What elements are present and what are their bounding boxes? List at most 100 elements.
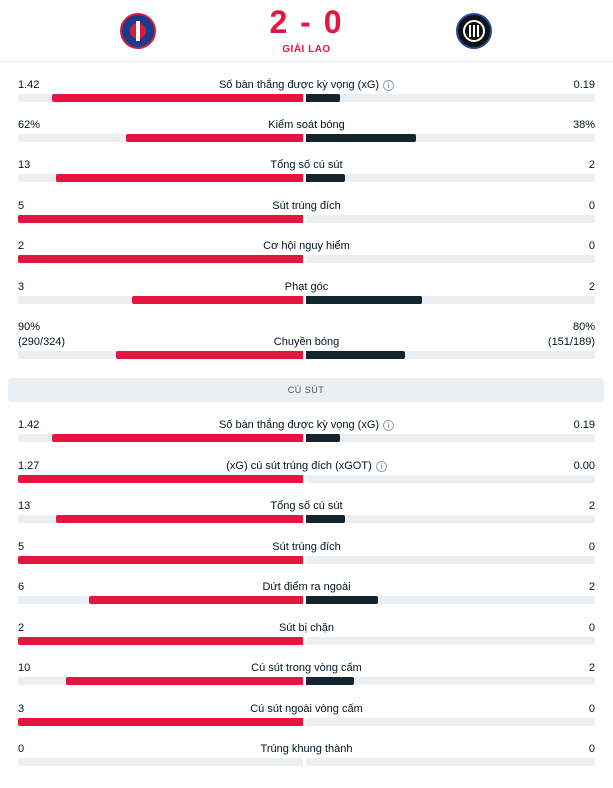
info-icon[interactable]: i xyxy=(383,420,395,431)
home-bar-track xyxy=(18,134,303,142)
away-value: 0 xyxy=(588,541,595,553)
home-bar-fill xyxy=(51,94,303,102)
away-bar-track xyxy=(306,134,595,142)
stat-label-text: Số bàn thắng được kỳ vọng (xG) xyxy=(218,419,380,431)
stat-label-text: Cơ hội nguy hiểm xyxy=(263,240,350,252)
stat-row: 5 Sút trúng đích 0 xyxy=(0,199,613,231)
stat-row: 2 Sút bị chặn 0 xyxy=(0,621,613,653)
stat-label: (xG) cú sút trúng đích (xGOT) i xyxy=(0,459,613,473)
stat-label-text: Dứt điểm ra ngoài xyxy=(262,581,351,593)
stat-label: Dứt điểm ra ngoài xyxy=(0,580,613,594)
home-value: 2 xyxy=(18,622,25,634)
away-bar-fill xyxy=(306,596,379,604)
stat-row: 1.27 (xG) cú sút trúng đích (xGOT) i 0.00 xyxy=(0,459,613,491)
home-bar-fill xyxy=(89,596,303,604)
stat-row: 13 Tổng số cú sút 2 xyxy=(0,499,613,531)
stat-label: Sút trúng đích xyxy=(0,540,613,554)
home-bar-fill xyxy=(132,296,303,304)
stat-label: Cơ hội nguy hiểm xyxy=(0,239,613,253)
away-value: 38% xyxy=(572,119,595,131)
stat-label: Số bàn thắng được kỳ vọng (xG) i xyxy=(0,78,613,92)
away-bar-fill xyxy=(306,296,422,304)
away-value: 0.19 xyxy=(573,79,595,91)
home-bar-fill xyxy=(65,677,303,685)
away-bar-fill xyxy=(306,677,355,685)
away-bar-track xyxy=(306,556,595,564)
home-bar-track xyxy=(18,475,303,483)
stat-label-text: Tổng số cú sút xyxy=(270,159,343,171)
away-bar-fill xyxy=(306,434,341,442)
stat-row: 3 Cú sút ngoài vòng cấm 0 xyxy=(0,702,613,734)
stat-label: Cú sút trong vòng cấm xyxy=(0,661,613,675)
away-bar-fill xyxy=(306,94,341,102)
home-bar-track xyxy=(18,174,303,182)
away-value: 80% xyxy=(572,321,595,333)
home-value: 1.42 xyxy=(18,419,40,431)
home-bar-fill xyxy=(18,637,303,645)
away-value: 2 xyxy=(588,662,595,674)
home-bar-track xyxy=(18,351,303,359)
home-value: 13 xyxy=(18,159,31,171)
match-score: 2 - 0 xyxy=(269,4,344,40)
home-value: 5 xyxy=(18,541,25,553)
stat-label: Tổng số cú sút xyxy=(0,499,613,513)
home-value: 2 xyxy=(18,240,25,252)
away-value: 0 xyxy=(588,200,595,212)
home-bar-fill xyxy=(18,556,303,564)
away-bar-fill xyxy=(306,515,345,523)
shots-section-header: CÚ SÚT xyxy=(8,378,604,402)
home-bar-fill xyxy=(18,475,303,483)
away-bar-track xyxy=(306,637,595,645)
home-value: 13 xyxy=(18,500,31,512)
away-bar-track xyxy=(306,174,595,182)
away-value: 2 xyxy=(588,500,595,512)
away-bar-track xyxy=(306,677,595,685)
stat-row: 1.42 Số bàn thắng được kỳ vọng (xG) i 0.19 xyxy=(0,78,613,110)
home-bar-fill xyxy=(56,174,303,182)
away-bar-track xyxy=(306,758,595,766)
inter-crest-icon[interactable] xyxy=(456,13,492,49)
away-bar-track xyxy=(306,351,595,359)
info-icon[interactable]: i xyxy=(375,461,387,472)
match-period: GIẢI LAO xyxy=(282,44,331,55)
home-value: 5 xyxy=(18,200,25,212)
stat-label-text: Cú sút ngoài vòng cấm xyxy=(250,703,363,715)
home-bar-track xyxy=(18,296,303,304)
home-value: 3 xyxy=(18,703,25,715)
home-value: 10 xyxy=(18,662,31,674)
stat-row: 0 Trúng khung thành 0 xyxy=(0,742,613,774)
psg-crest-icon[interactable] xyxy=(120,13,156,49)
stat-label: Kiểm soát bóng xyxy=(0,118,613,132)
stat-row: 6 Dứt điểm ra ngoài 2 xyxy=(0,580,613,612)
home-bar-track xyxy=(18,255,303,263)
match-header: 2 - 0 GIẢI LAO xyxy=(0,0,613,62)
home-bar-track xyxy=(18,677,303,685)
away-bar-track xyxy=(306,215,595,223)
stat-row: 2 Cơ hội nguy hiểm 0 xyxy=(0,239,613,271)
stat-row: 62% Kiểm soát bóng 38% xyxy=(0,118,613,150)
stat-row: 1.42 Số bàn thắng được kỳ vọng (xG) i 0.19 xyxy=(0,418,613,450)
stat-row: 10 Cú sút trong vòng cấm 2 xyxy=(0,661,613,693)
stat-label: Trúng khung thành xyxy=(0,742,613,756)
home-bar-fill xyxy=(18,255,303,263)
stat-label: Tổng số cú sút xyxy=(0,158,613,172)
away-bar-fill xyxy=(306,134,416,142)
home-bar-fill xyxy=(126,134,303,142)
home-value: 0 xyxy=(18,743,25,755)
stat-label: Cú sút ngoài vòng cấm xyxy=(0,702,613,716)
home-bar-fill xyxy=(18,215,303,223)
info-icon[interactable]: i xyxy=(383,80,395,91)
home-value: 1.27 xyxy=(18,460,40,472)
stat-row: 5 Sút trúng đích 0 xyxy=(0,540,613,572)
away-value: 0.00 xyxy=(573,460,595,472)
stat-label-text: Sút trúng đích xyxy=(272,541,341,553)
home-bar-track xyxy=(18,596,303,604)
away-bar-track xyxy=(306,434,595,442)
away-bar-track xyxy=(306,596,595,604)
home-value: 90% xyxy=(18,321,41,333)
stat-label-text: Sút bị chặn xyxy=(278,622,335,634)
stat-label-text: Sút trúng đích xyxy=(272,200,341,212)
stat-row: 13 Tổng số cú sút 2 xyxy=(0,158,613,190)
stat-label-text: (xG) cú sút trúng đích (xGOT) xyxy=(226,460,372,472)
away-bar-fill xyxy=(306,351,405,359)
